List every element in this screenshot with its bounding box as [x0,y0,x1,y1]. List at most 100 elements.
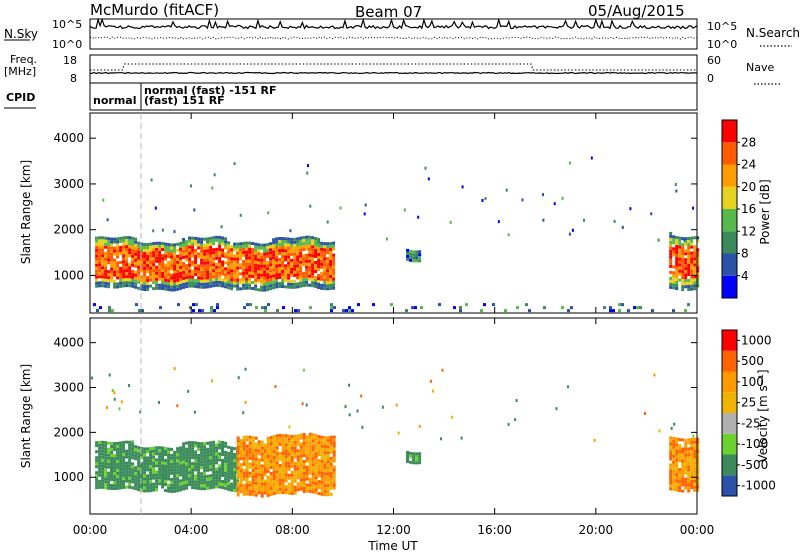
heatmap-cell [176,287,180,291]
heatmap-cell [209,453,213,457]
heatmap-cell [299,245,303,249]
heatmap-cell [170,264,174,268]
heatmap-cell [140,257,144,261]
heatmap-cell [116,252,120,256]
heatmap-cell [687,270,691,273]
heatmap-cell [224,246,228,250]
heatmap-cell [161,482,165,486]
heatmap-cell [134,478,138,482]
heatmap-cell [687,279,691,282]
heatmap-cell [293,476,297,480]
heatmap-cell [239,457,243,461]
heatmap-cell [245,465,249,469]
heatmap-cell [179,283,183,287]
heatmap-cell [149,266,153,270]
heatmap-cell [684,444,688,448]
heatmap-cell [254,287,258,291]
heatmap-cell [167,462,171,466]
heatmap-cell [224,252,228,256]
heatmap-cell [107,447,111,451]
heatmap-cell [143,456,147,460]
heatmap-cell [420,306,423,310]
heatmap-cell [248,474,252,478]
heatmap-cell [314,455,318,459]
heatmap-cell [146,456,150,460]
heatmap-cell [690,462,694,465]
heatmap-cell [281,461,285,464]
colorbar-tick-label: 8 [741,247,749,261]
heatmap-cell [179,461,183,465]
heatmap-cell [137,452,141,456]
heatmap-cell [257,449,261,453]
heatmap-cell [119,462,123,466]
heatmap-cell [125,473,129,477]
heatmap-cell [284,458,288,462]
heatmap-cell [302,472,306,475]
heatmap-cell [248,492,252,496]
heatmap-cell [209,441,213,445]
heatmap-cell [317,447,321,451]
heatmap-cell [669,264,673,268]
heatmap-cell [281,485,285,488]
heatmap-cell [696,488,700,492]
heatmap-cell [128,473,132,477]
heatmap-cell [296,264,300,268]
heatmap-cell [119,483,123,487]
heatmap-cell [119,456,123,460]
heatmap-cell [143,267,147,270]
heatmap-cell [116,261,120,265]
heatmap-cell [203,267,207,271]
heatmap-cell [418,458,422,462]
heatmap-cell [200,255,204,259]
heatmap-cell [110,270,114,274]
heatmap-cell [101,248,105,252]
heatmap-cell [131,471,135,475]
heatmap-cell [107,459,111,463]
heatmap-cell [197,255,201,259]
heatmap-cell [329,483,333,487]
heatmap-cell [230,284,234,288]
heatmap-cell [140,480,144,483]
freq-series [89,71,698,75]
heatmap-cell [254,248,258,252]
heatmap-cell [266,493,270,497]
heatmap-cell [215,476,219,480]
heatmap-cell [152,482,156,486]
heatmap-cell [257,279,261,283]
heatmap-cell [98,242,102,246]
heatmap-cell [179,262,183,266]
heatmap-cell [209,257,213,261]
heatmap-cell [272,259,276,263]
heatmap-cell [143,243,147,246]
heatmap-cell [681,285,685,289]
heatmap-cell [209,281,213,285]
heatmap-cell [197,285,201,289]
heatmap-cell [257,261,261,265]
heatmap-cell [293,273,297,277]
heatmap-cell [651,309,654,313]
heatmap-cell [372,303,375,307]
heatmap-cell [134,261,138,265]
heatmap-cell [317,480,321,484]
heatmap-cell [275,464,279,468]
heatmap-cell [515,399,518,402]
heatmap-cell [137,265,141,269]
x-tick-label: 12:00 [376,523,411,537]
heatmap-cell [287,434,291,438]
heatmap-cell [305,435,309,439]
heatmap-cell [257,491,261,495]
heatmap-cell [185,240,189,244]
heatmap-cell [302,490,306,493]
heatmap-cell [260,458,264,462]
heatmap-cell [278,436,282,440]
heatmap-cell [356,409,359,413]
heatmap-cell [191,471,195,475]
heatmap-cell [203,285,207,289]
heatmap-cell [326,487,330,491]
heatmap-cell [269,242,273,246]
heatmap-cell [140,474,144,477]
heatmap-cell [681,258,685,262]
heatmap-cell [221,471,225,474]
heatmap-cell [107,465,111,469]
